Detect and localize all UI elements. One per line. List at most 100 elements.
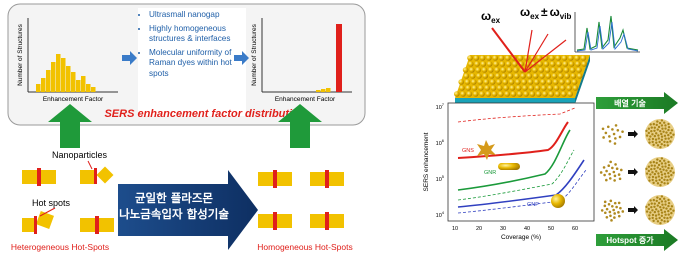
spectrum — [574, 12, 640, 53]
tick-base: 10 — [436, 213, 442, 219]
packed-dot — [645, 129, 648, 133]
packed-dot — [660, 138, 664, 142]
sparse-dot — [603, 200, 607, 204]
packed-dot — [650, 206, 653, 209]
beam — [524, 33, 549, 73]
packed-dot — [663, 144, 666, 147]
nanoparticle — [477, 79, 483, 85]
star-particle — [477, 140, 496, 160]
nanoparticle — [498, 55, 505, 61]
nanoparticle — [471, 79, 477, 85]
packed-dot — [655, 179, 658, 182]
nanoparticle — [527, 79, 534, 85]
sparse-dot — [604, 211, 607, 215]
nanoparticle — [534, 85, 541, 91]
sparse-dot — [605, 178, 608, 182]
packed-dot — [660, 173, 664, 176]
beam — [491, 27, 526, 73]
bullet: Molecular uniformity of Raman dyes withi… — [149, 48, 248, 80]
packed-dot — [657, 175, 661, 178]
sparse-dot — [615, 205, 618, 209]
packed-dot — [655, 208, 658, 211]
hotspot — [94, 168, 97, 184]
packed-dot — [667, 137, 670, 140]
nanoparticle — [554, 91, 561, 97]
nanoparticle — [551, 73, 558, 79]
sparse-dot — [618, 177, 622, 181]
curve — [457, 121, 569, 159]
packed-dot — [669, 131, 672, 135]
packed-dot — [663, 197, 666, 200]
packed-dot — [663, 178, 666, 181]
hist-bar — [321, 89, 326, 92]
packed-dot — [655, 132, 658, 135]
nanoparticle — [505, 61, 512, 67]
nanoparticle — [547, 85, 553, 91]
bullet-box — [138, 8, 246, 116]
packed-dot — [660, 214, 664, 218]
packed-dot — [660, 124, 664, 127]
nanoparticle — [522, 85, 528, 91]
up-arrow — [48, 104, 92, 148]
nanoparticle — [552, 79, 559, 85]
tick-exp: 4 — [442, 210, 445, 215]
nanoparticle — [462, 67, 469, 73]
bullet-list: Ultrasmall nanogap Highly homogeneous st… — [138, 10, 248, 116]
packed-dot — [667, 171, 670, 175]
nanoparticle — [476, 73, 482, 79]
nanoparticle — [478, 85, 484, 91]
nanoparticle — [556, 61, 562, 67]
nanoparticle — [458, 79, 465, 85]
particle — [98, 218, 114, 232]
nanoparticle — [488, 67, 494, 73]
x-tick-label: 20 — [476, 226, 482, 232]
hotspot — [325, 212, 329, 230]
nanoparticle — [504, 91, 511, 97]
sparse-dot — [617, 173, 621, 176]
packed-dot — [656, 158, 659, 161]
sparse-dot — [617, 201, 621, 205]
packed-dot — [672, 133, 675, 136]
nanoparticle — [465, 85, 472, 91]
packed-dot — [664, 175, 667, 178]
axis-label: Number of Structures — [251, 23, 258, 86]
packed-dot — [653, 126, 656, 129]
sparse-dot — [600, 209, 604, 212]
sparse-dot — [603, 173, 606, 177]
packed-dot — [650, 168, 653, 171]
symbol-sub: ex — [530, 12, 539, 21]
nanoparticle — [454, 91, 460, 97]
packed-dot — [652, 219, 655, 223]
beam — [524, 29, 533, 73]
packed-dot — [666, 141, 669, 144]
packed-dot — [655, 217, 658, 220]
packed-dot — [645, 205, 648, 209]
packed-dot — [653, 167, 656, 170]
packed-dot — [660, 157, 664, 160]
packed-dot — [669, 207, 672, 211]
nanoparticle — [549, 61, 556, 67]
curve-label: GNP — [527, 202, 539, 208]
packed-dot — [666, 179, 669, 182]
histogram: Number of Structures Enhancement Factor — [251, 18, 352, 103]
packed-dot — [667, 166, 670, 170]
packed-dot — [660, 200, 664, 203]
hist-bar — [316, 90, 321, 92]
packed-dot — [660, 132, 663, 136]
packed-dot — [663, 220, 666, 223]
hotspot — [325, 170, 329, 188]
nanoparticle — [561, 55, 568, 61]
nanoparticle — [479, 55, 486, 61]
nanoparticle-bed — [454, 55, 590, 104]
sparse-dot — [619, 206, 622, 210]
packed-dot — [648, 138, 651, 141]
nanoparticle — [515, 79, 521, 85]
nanoparticle — [460, 91, 466, 97]
packed-dot — [664, 137, 667, 140]
nanoparticle — [506, 67, 513, 73]
packed-dot — [647, 131, 651, 135]
packed-dot — [649, 135, 652, 138]
packed-dot — [656, 204, 659, 207]
hotspot — [34, 216, 37, 234]
